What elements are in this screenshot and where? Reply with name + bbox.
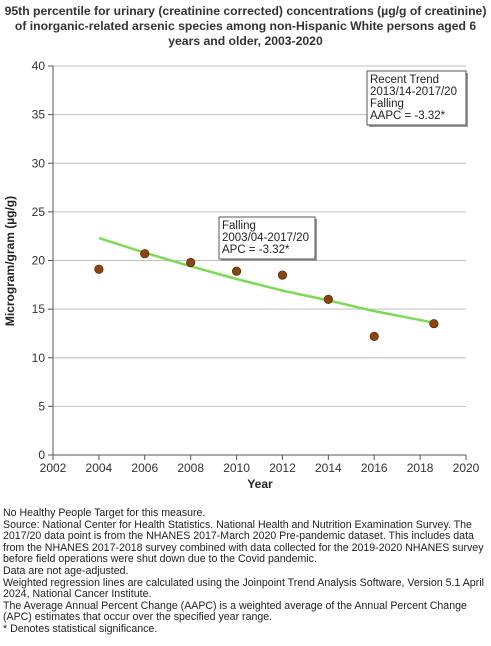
data-point-4 bbox=[231, 266, 242, 276]
x-tick-label-2020: 2020 bbox=[453, 461, 480, 475]
note-source: Source: National Center for Health Stati… bbox=[3, 518, 484, 566]
x-tick-label-2008: 2008 bbox=[177, 461, 204, 475]
annotation-falling-line-2: 2003/04-2017/20 bbox=[222, 232, 309, 244]
axes bbox=[52, 66, 466, 456]
annotation-recent-trend-line-2: 2013/14-2017/20 bbox=[370, 86, 457, 98]
title-line-1: 95th percentile for urinary (creatinine … bbox=[4, 4, 487, 18]
annotation-recent-trend-line-3: Falling bbox=[370, 98, 404, 110]
y-tick-label-30: 30 bbox=[32, 156, 46, 170]
data-point-3 bbox=[186, 257, 196, 268]
y-tick-label-20: 20 bbox=[32, 254, 46, 268]
x-tick-label-2004: 2004 bbox=[86, 461, 113, 475]
x-tick-labels: 2002 2004 2006 2008 2010 2012 2014 2016 2018 2020 bbox=[40, 455, 480, 475]
chart-notes: No Healthy People Target for this measur… bbox=[3, 507, 488, 636]
data-point-1 bbox=[94, 264, 104, 274]
x-tick-label-2010: 2010 bbox=[223, 461, 250, 475]
note-target: No Healthy People Target for this measur… bbox=[3, 507, 206, 519]
y-tick-label-0: 0 bbox=[38, 448, 45, 462]
y-tick-labels: 0 5 10 15 20 25 30 35 40 bbox=[32, 59, 46, 462]
data-point-2 bbox=[140, 249, 150, 259]
annotation-recent-trend-line-4: AAPC = -3.32* bbox=[370, 110, 446, 122]
title-line-2: of inorganic-related arsenic species amo… bbox=[14, 19, 477, 33]
data-point-6 bbox=[323, 294, 333, 304]
title-line-3: years and older, 2003-2020 bbox=[168, 34, 323, 48]
y-axis-label: Microgram/gram (µg/g) bbox=[3, 196, 17, 326]
y-tick-label-5: 5 bbox=[38, 399, 45, 413]
x-axis-label: Year bbox=[247, 477, 273, 491]
note-regression: Weighted regression lines are calculated… bbox=[3, 576, 484, 601]
x-tick-label-2006: 2006 bbox=[131, 461, 158, 475]
note-age-adjusted: Data are not age-adjusted. bbox=[3, 564, 129, 577]
data-point-5 bbox=[277, 270, 288, 280]
x-tick-label-2016: 2016 bbox=[361, 461, 388, 475]
y-tick-label-10: 10 bbox=[32, 351, 46, 365]
x-tick-label-2002: 2002 bbox=[40, 461, 67, 475]
annotation-falling-line-3: APC = -3.32* bbox=[222, 244, 290, 256]
annotation-recent-trend-line-1: Recent Trend bbox=[370, 74, 439, 86]
chart-svg: 0 5 10 15 20 25 30 35 40 2002 2004 2006 2008 2010 201… bbox=[3, 59, 480, 491]
note-significance: * Denotes statistical significance. bbox=[3, 622, 158, 635]
note-aapc: The Average Annual Percent Change (AAPC)… bbox=[3, 599, 467, 624]
y-tick-label-25: 25 bbox=[32, 205, 46, 219]
trend-line-group bbox=[98, 236, 435, 324]
y-tick-label-35: 35 bbox=[32, 108, 46, 122]
chart-title: 95th percentile for urinary (creatinine … bbox=[0, 4, 491, 49]
y-tick-label-15: 15 bbox=[32, 302, 46, 316]
x-tick-label-2018: 2018 bbox=[407, 461, 434, 475]
x-tick-label-2012: 2012 bbox=[269, 461, 296, 475]
x-tick-label-2014: 2014 bbox=[315, 461, 342, 475]
data-points bbox=[94, 249, 439, 341]
annotation-falling-box bbox=[218, 216, 316, 260]
trend-line bbox=[98, 236, 435, 324]
y-tick-label-40: 40 bbox=[32, 59, 46, 73]
data-point-8 bbox=[429, 319, 439, 329]
data-point-7 bbox=[369, 331, 379, 341]
annotation-falling-line-1: Falling bbox=[222, 220, 256, 232]
annotation-recent-trend-box bbox=[366, 70, 467, 126]
